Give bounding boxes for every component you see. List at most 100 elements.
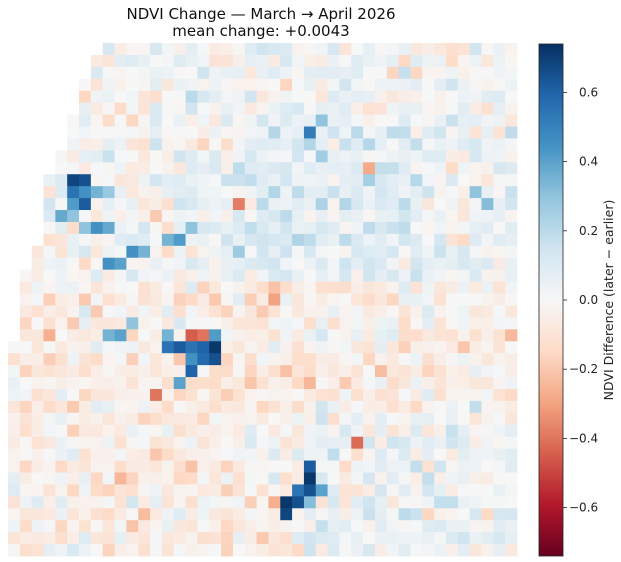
heatmap-cell [351,162,364,175]
heatmap-cell [256,43,269,56]
heatmap-cell [79,174,92,187]
heatmap-cell [268,66,281,80]
heatmap-cell [445,532,459,545]
heatmap-cell [90,329,104,342]
heatmap-cell [434,114,447,127]
heatmap-cell [90,66,104,80]
heatmap-cell [55,198,68,211]
heatmap-cell [327,436,340,450]
heatmap-cell [292,114,305,127]
heatmap-cell [150,365,163,378]
heatmap-cell [19,508,33,521]
heatmap-cell [161,186,175,199]
heatmap-cell [422,102,435,115]
heatmap-cell [493,496,506,509]
heatmap-cell [114,365,127,378]
heatmap-cell [209,245,222,259]
heatmap-cell [232,544,246,557]
heatmap-cell [90,508,104,521]
heatmap-cell [280,293,293,306]
heatmap-cell [150,90,163,104]
heatmap-cell [457,210,471,223]
heatmap-cell [410,269,423,282]
heatmap-cell [339,210,352,223]
heatmap-cell [268,293,281,306]
heatmap-cell [445,353,459,366]
heatmap-cell [410,174,423,187]
heatmap-cell [292,448,305,461]
heatmap-cell [150,221,163,235]
heatmap-cell [102,412,115,426]
heatmap-cell [161,520,175,533]
heatmap-cell [90,365,104,378]
heatmap-cell [67,353,80,366]
heatmap-cell [422,90,435,104]
heatmap-cell [161,460,175,473]
heatmap-cell [197,460,210,473]
heatmap-cell [303,520,317,533]
heatmap-cell [79,198,92,211]
heatmap-cell [386,43,400,56]
heatmap-cell [268,341,281,354]
heatmap-cell [90,341,104,354]
heatmap-cell [457,90,471,104]
heatmap-cell [19,532,33,545]
heatmap-cell [209,484,222,497]
heatmap-cell [197,520,210,533]
heatmap-cell [209,365,222,378]
heatmap-cell [197,43,210,56]
heatmap-cell [67,305,80,318]
heatmap-cell [363,126,376,139]
heatmap-cell [185,78,198,92]
heatmap-cell [422,78,435,92]
heatmap-cell [79,305,92,318]
heatmap-cell [67,329,80,342]
heatmap-cell [292,317,305,330]
heatmap-cell [434,281,447,294]
heatmap-cell [221,43,234,56]
heatmap-cell [114,114,127,127]
heatmap-cell [410,293,423,306]
heatmap-cell [457,281,471,294]
heatmap-cell [185,43,198,56]
heatmap-cell [386,472,400,485]
heatmap-cell [232,102,246,115]
heatmap-cell [19,329,33,342]
heatmap-cell [102,484,115,497]
heatmap-cell [31,400,44,414]
heatmap-cell [79,377,92,390]
heatmap-cell [351,150,364,163]
heatmap-cell [55,233,68,247]
heatmap-cell [339,353,352,366]
heatmap-cell [410,353,423,366]
heatmap-cell [173,221,186,235]
heatmap-cell [79,78,92,92]
heatmap-cell [256,221,269,235]
heatmap-cell [150,484,163,497]
heatmap-cell [327,448,340,461]
heatmap-cell [315,544,329,557]
heatmap-cell [434,233,447,247]
heatmap-cell [374,126,388,139]
heatmap-cell [67,472,80,485]
heatmap-cell [161,400,175,414]
heatmap-cell [232,388,246,402]
heatmap-cell [150,460,163,473]
heatmap-cell [185,436,198,450]
heatmap-cell [31,305,44,318]
heatmap-cell [138,317,151,330]
heatmap-cell [185,365,198,378]
heatmap-cell [268,245,281,259]
heatmap-cell [197,126,210,139]
heatmap-cell [280,341,293,354]
heatmap-cell [209,317,222,330]
heatmap-cell [469,532,482,545]
chart-title: NDVI Change — March → April 2026 [127,5,396,23]
heatmap-cell [280,460,293,473]
heatmap-cell [398,186,411,199]
heatmap-cell [292,496,305,509]
heatmap-cell [363,245,376,259]
heatmap-cell [280,496,293,509]
heatmap-cell [197,233,210,247]
heatmap-cell [19,365,33,378]
